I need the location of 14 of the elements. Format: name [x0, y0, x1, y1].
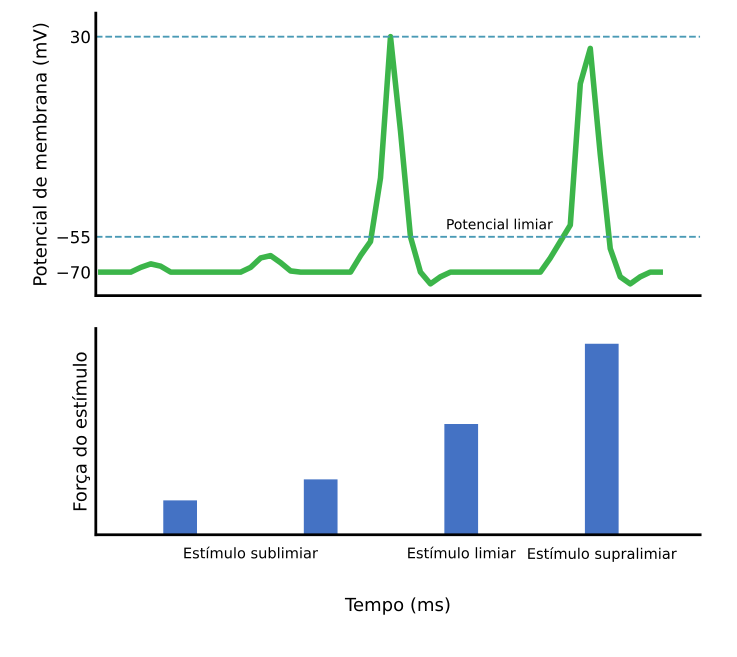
- y-tick-label: −70: [58, 266, 90, 279]
- y-axis-title: Força do estímulo: [72, 352, 90, 510]
- y-tick-label: 30: [71, 30, 90, 44]
- ref-line-label: Potencial limiar: [447, 218, 553, 230]
- bar: [584, 344, 619, 535]
- y-tick-label: −55: [58, 230, 90, 244]
- text: Estímulo sublimiar: [184, 546, 318, 558]
- y-axis-title: Potencial de membrana (mV): [32, 24, 49, 285]
- bar: [163, 500, 197, 535]
- bar: [444, 424, 478, 535]
- bar: [304, 479, 338, 535]
- text: Estímulo limiar: [408, 546, 516, 558]
- x-axis-title: Tempo (ms): [344, 597, 450, 615]
- text: Estímulo supralimiar: [528, 547, 677, 562]
